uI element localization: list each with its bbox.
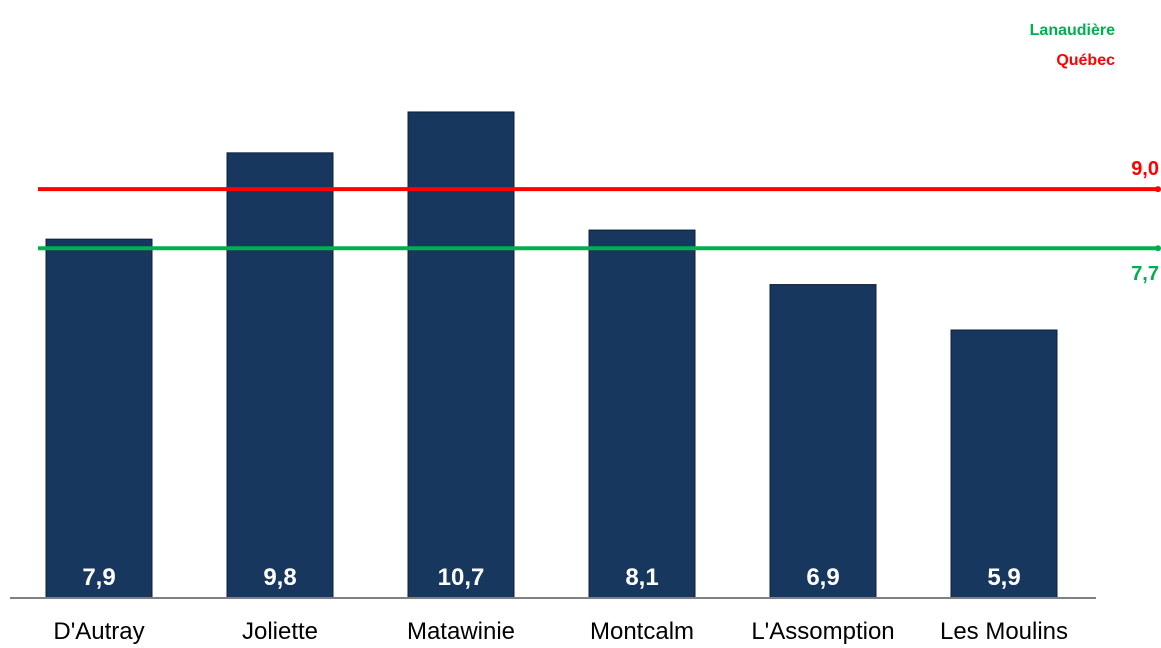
bar-2 bbox=[407, 111, 515, 599]
reference-line-label-0: 9,0 bbox=[1131, 158, 1159, 180]
bar-0 bbox=[45, 238, 153, 599]
reference-line-end-1 bbox=[1155, 245, 1161, 252]
category-label: Montcalm bbox=[590, 618, 694, 645]
bar-4 bbox=[769, 284, 877, 599]
bar-3 bbox=[588, 229, 696, 599]
bar-1 bbox=[226, 152, 334, 599]
bar-5 bbox=[950, 329, 1058, 599]
bar-value-label: 10,7 bbox=[438, 564, 485, 591]
bar-value-label: 7,9 bbox=[82, 564, 115, 591]
category-label: Joliette bbox=[242, 618, 318, 645]
legend-quebec: Québec bbox=[1056, 52, 1115, 69]
category-label: L'Assomption bbox=[751, 618, 894, 645]
reference-line-end-0 bbox=[1155, 186, 1161, 193]
reference-line-label-1: 7,7 bbox=[1131, 263, 1159, 285]
category-label: Les Moulins bbox=[940, 618, 1068, 645]
legend-lanaudiere: Lanaudière bbox=[1029, 22, 1115, 39]
category-label: D'Autray bbox=[53, 618, 144, 645]
bar-value-label: 5,9 bbox=[987, 564, 1020, 591]
category-label: Matawinie bbox=[407, 618, 515, 645]
bar-value-label: 9,8 bbox=[263, 564, 296, 591]
bar-value-label: 6,9 bbox=[806, 564, 839, 591]
bar-value-label: 8,1 bbox=[625, 564, 658, 591]
